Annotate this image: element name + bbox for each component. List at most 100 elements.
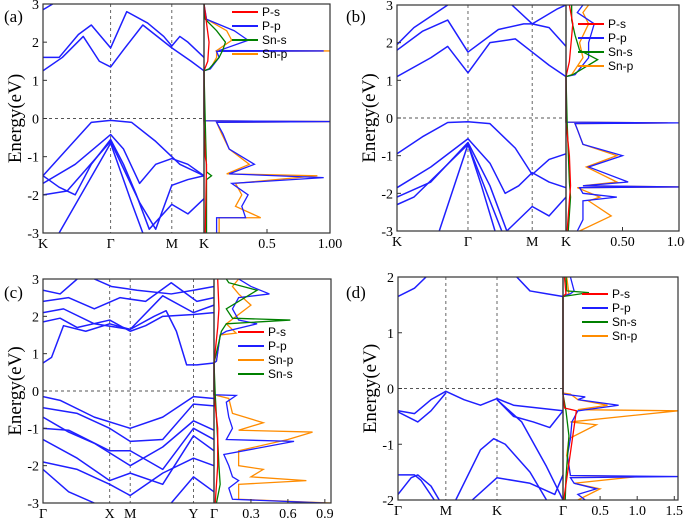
legend-label: P-s (612, 287, 630, 301)
y-tick-label: 1 (386, 74, 393, 89)
y-tick-label: -3 (381, 225, 393, 240)
dos-tick-label: 0.9 (316, 507, 334, 520)
dos-sn-s-line (213, 279, 291, 503)
kpoint-label: Γ (107, 237, 115, 252)
y-tick-label: 0 (32, 385, 39, 400)
legend-label: P-s (268, 325, 286, 339)
y-tick-label: 1 (32, 348, 39, 363)
band-line (43, 427, 215, 471)
kpoint-label: K (199, 237, 209, 252)
y-tick-label: 0 (387, 383, 394, 398)
band-line (43, 468, 95, 503)
legend-label: P-s (262, 5, 280, 19)
y-tick-label: 3 (386, 0, 393, 14)
kpoint-label: K (392, 235, 402, 250)
panel-b: -3 -2 -1 0 1 2 3 K Γ M K 0.50 1.00 Energy(eV) (b) P-sP-… (346, 0, 685, 250)
y-tick-label: -2 (27, 189, 39, 204)
y-tick-label: -2 (381, 187, 393, 202)
y-tick-label: -1 (27, 422, 39, 437)
legend-label: Sn-s (268, 367, 293, 381)
kpoint-label: M (124, 507, 137, 520)
legend: P-sP-pSn-pSn-s (238, 325, 294, 381)
y-tick-label: 1 (32, 74, 39, 89)
band-line (43, 10, 205, 59)
y-tick-label: 2 (32, 310, 39, 325)
plot-area (398, 277, 678, 500)
band-line (43, 279, 78, 295)
y-tick-label: -3 (27, 227, 39, 242)
legend-label: Sn-p (608, 59, 634, 73)
legend: P-sP-pSn-sSn-p (232, 5, 288, 61)
y-tick-label: -2 (382, 494, 394, 509)
band-line (170, 476, 215, 503)
dos-tick-label: 0.6 (279, 507, 297, 520)
band-line (398, 392, 447, 423)
band-line (93, 279, 215, 295)
dos-tick-label: 1.0 (628, 504, 646, 519)
y-tick-label: -1 (27, 151, 39, 166)
band-line (511, 5, 567, 25)
band-line (398, 390, 564, 415)
legend: P-sP-pSn-sSn-p (578, 17, 634, 73)
y-tick-label: -3 (27, 497, 39, 512)
band-line (455, 437, 548, 500)
kpoint-label: Γ (39, 507, 47, 520)
kpoint-label: M (166, 237, 179, 252)
kpoint-label: M (526, 235, 539, 250)
y-tick-label: 2 (386, 37, 393, 52)
kpoint-label: X (105, 507, 115, 520)
band-line (43, 133, 205, 185)
legend-label: Sn-s (262, 33, 287, 47)
dos-tick-label: 0.50 (610, 235, 635, 250)
band-line (397, 143, 503, 231)
dos-tick-label: 0.5 (591, 504, 609, 519)
plot-area (43, 279, 331, 503)
plot-area (397, 5, 679, 231)
band-line (398, 474, 440, 500)
dos-tick-label: 1.00 (667, 235, 685, 250)
band-line (43, 309, 215, 366)
dos-sn-p-line (213, 279, 331, 503)
dos-sn-s-line (562, 277, 590, 500)
kpoint-label: Γ (559, 504, 567, 519)
kpoint-label: Y (188, 507, 198, 520)
panel-label: (c) (4, 283, 23, 302)
y-tick-label: -1 (382, 438, 394, 453)
legend-label: P-s (608, 17, 626, 31)
band-line (43, 24, 205, 72)
band-line (43, 403, 215, 443)
legend-label: Sn-p (262, 47, 288, 61)
band-line (398, 474, 435, 500)
band-line (43, 4, 54, 11)
kpoint-label: Γ (210, 507, 218, 520)
y-tick-label: 2 (32, 36, 39, 51)
band-line (397, 137, 567, 195)
dos-tick-label: 0.3 (242, 507, 260, 520)
dos-p-p-line (213, 279, 325, 503)
band-line (397, 19, 567, 53)
legend-label: P-p (262, 19, 281, 33)
band-line (43, 281, 215, 310)
kpoint-label: Γ (394, 504, 402, 519)
band-line (397, 5, 449, 46)
dos-p-p-line (203, 4, 330, 233)
band-line (43, 311, 215, 333)
band-line (43, 140, 205, 230)
band-line (397, 121, 567, 176)
y-tick-label: -1 (381, 150, 393, 165)
panel-label: (a) (4, 7, 23, 26)
kpoint-label: Γ (464, 235, 472, 250)
panel-label: (b) (346, 7, 366, 26)
band-line (516, 277, 564, 298)
y-axis-label: Energy(eV) (5, 346, 26, 435)
band-line (43, 295, 215, 331)
band-line (398, 277, 427, 298)
band-line (43, 435, 215, 486)
y-tick-label: 1 (387, 327, 394, 342)
panel-a: -3 -2 -1 0 1 2 3 K Γ M K 0.5 1.00 Energy(eV) (a) P-sP-p… (4, 0, 342, 252)
kpoint-label: K (561, 235, 571, 250)
legend-label: Sn-s (608, 45, 633, 59)
